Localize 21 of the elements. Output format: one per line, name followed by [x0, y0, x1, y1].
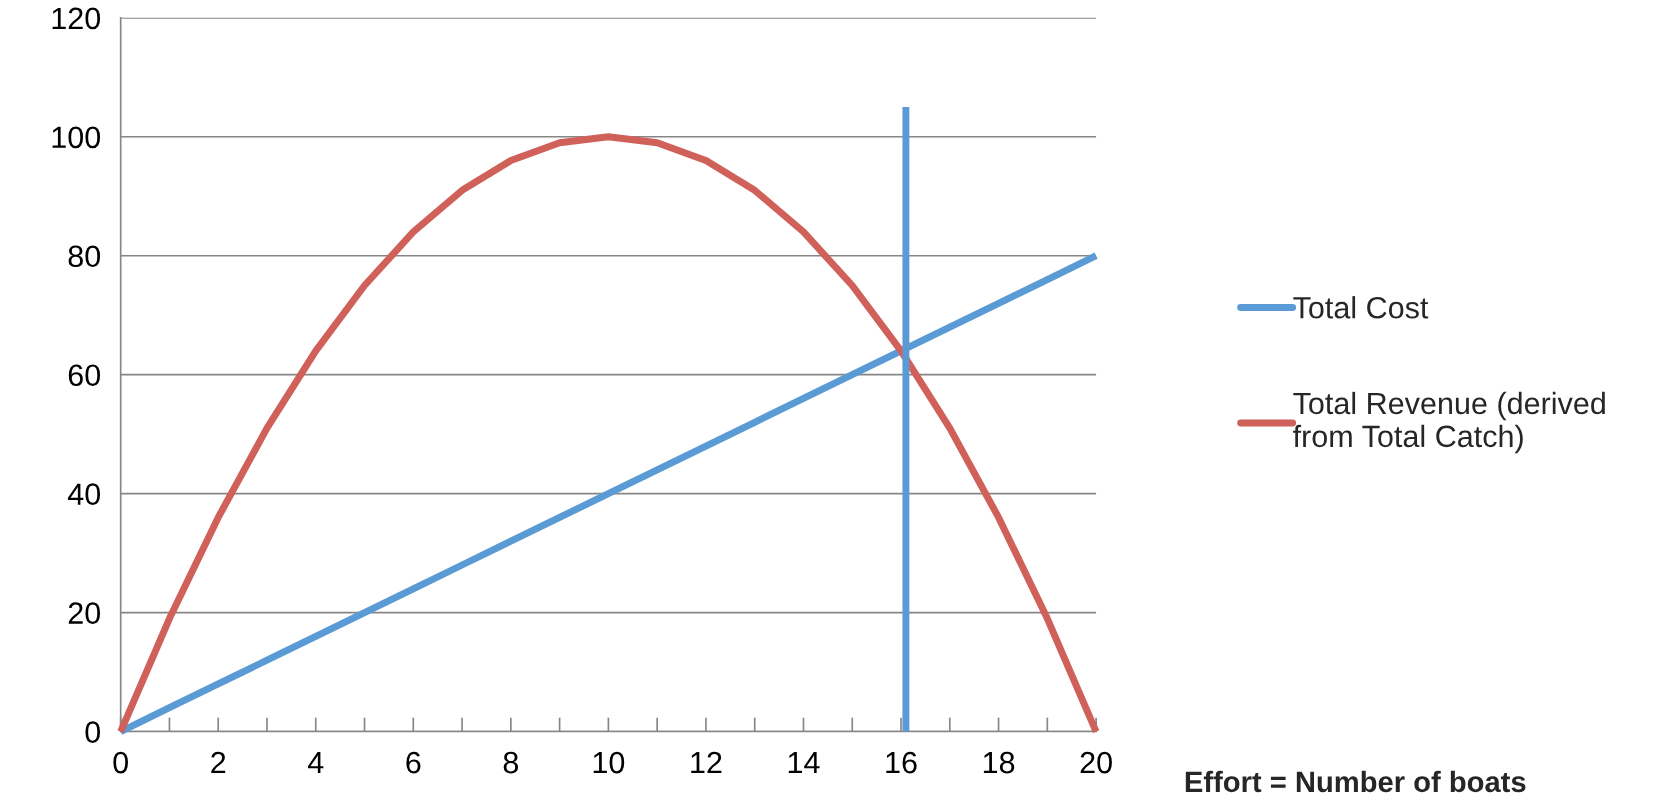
x-tick-label: 14 — [788, 752, 820, 774]
y-tick-label: 60 — [68, 364, 101, 387]
x-tick-label: 0 — [113, 751, 128, 774]
legend-label: Total Revenue (derived from Total Catch) — [1293, 391, 1605, 454]
x-axis-title: Effort = Number of boats — [1185, 770, 1526, 793]
y-tick-label: 120 — [52, 7, 101, 30]
x-tick-label: 8 — [503, 751, 519, 774]
y-tick-label: 40 — [67, 483, 101, 505]
x-tick-label: 20 — [1080, 751, 1112, 774]
y-tick-label: 100 — [52, 126, 101, 149]
x-tick-label: 12 — [691, 751, 722, 774]
y-tick-label: 20 — [68, 602, 101, 624]
x-tick-label: 16 — [886, 751, 917, 774]
x-tick-label: 2 — [211, 751, 226, 774]
y-tick-label: 0 — [85, 721, 101, 743]
x-tick-label: 10 — [593, 751, 625, 774]
x-tick-label: 6 — [406, 751, 421, 774]
x-tick-label: 4 — [307, 752, 324, 774]
legend-label: Total Cost — [1293, 296, 1429, 319]
y-tick-label: 80 — [68, 245, 101, 268]
x-tick-label: 18 — [983, 751, 1015, 774]
